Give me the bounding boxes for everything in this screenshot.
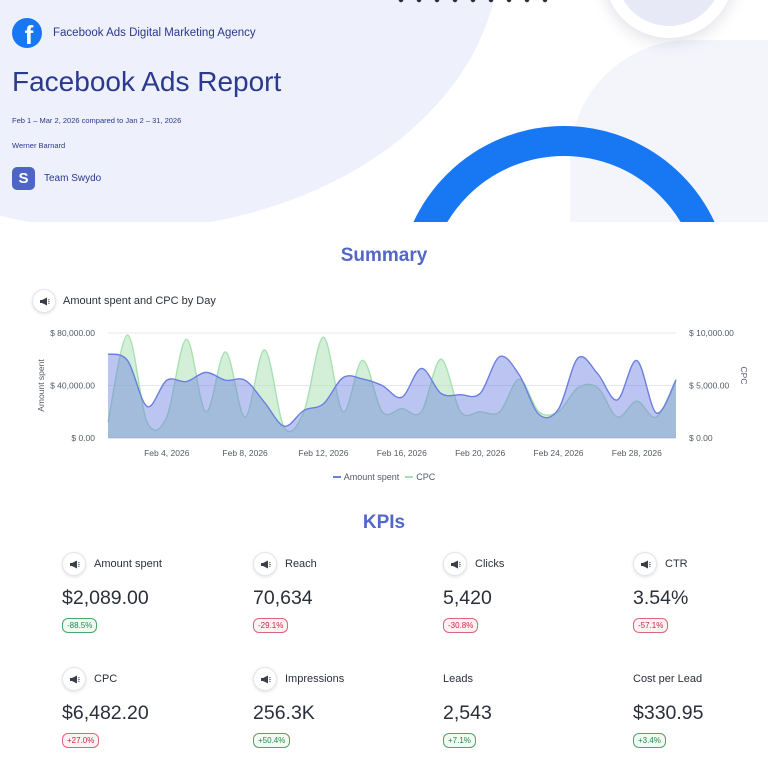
megaphone-icon — [253, 552, 277, 576]
x-tick-label: Feb 28, 2026 — [612, 448, 662, 458]
summary-section-title: Summary — [340, 245, 428, 266]
facebook-logo-icon: f — [12, 18, 42, 48]
legend-item[interactable]: CPC — [405, 472, 435, 482]
team-name: Team Swydo — [44, 173, 102, 184]
chart-legend: Amount spent CPC — [0, 472, 768, 482]
series-line-cpc — [107, 334, 677, 433]
x-tick-label: Feb 24, 2026 — [533, 448, 583, 458]
decorative-dots — [392, 0, 552, 6]
kpi-card-cpc: CPC $6,482.20 +27.0% — [62, 667, 242, 767]
report-title: Facebook Ads Report — [12, 66, 282, 97]
legend-label: CPC — [416, 472, 436, 482]
megaphone-icon — [32, 289, 56, 313]
kpi-header: CPC — [62, 667, 242, 691]
megaphone-icon — [253, 667, 277, 691]
series-area-cpc — [108, 335, 676, 438]
series-line-amount-spent — [107, 353, 677, 427]
y-tick-right: $ 0.00 — [689, 433, 713, 443]
kpi-value: 3.54% — [633, 587, 689, 609]
legend-swatch — [405, 476, 414, 478]
kpi-label: Leads — [443, 673, 473, 685]
kpi-label: Amount spent — [94, 558, 162, 570]
kpi-change-badge: -57.1% — [633, 618, 669, 633]
kpi-card-reach: Reach 70,634 -29.1% — [253, 552, 433, 652]
kpi-change-badge: -29.1% — [253, 618, 289, 633]
agency-brand: f Facebook Ads Digital Marketing Agency — [12, 18, 256, 48]
agency-name: Facebook Ads Digital Marketing Agency — [53, 27, 256, 39]
megaphone-icon — [443, 552, 467, 576]
decorative-circle — [604, 0, 734, 38]
kpi-value: $2,089.00 — [62, 587, 149, 609]
megaphone-icon — [62, 667, 86, 691]
kpi-change-badge: +27.0% — [62, 733, 100, 748]
kpi-change-badge: -88.5% — [62, 618, 98, 633]
kpi-card-cost-per-lead: Cost per Lead $330.95 +3.4% — [633, 667, 768, 767]
series-area-amount-spent — [108, 354, 676, 438]
legend-label: Amount spent — [343, 472, 400, 482]
x-tick-label: Feb 20, 2026 — [455, 448, 505, 458]
kpi-label: Reach — [285, 558, 317, 570]
team-brand: S Team Swydo — [12, 167, 101, 190]
kpi-value: $6,482.20 — [62, 702, 149, 724]
amount-spent-cpc-chart: $ 0.00 $ 40,000.00 $ 80,000.00 $ 0.00 $ 5,00… — [36, 328, 749, 458]
kpi-header: Leads — [443, 667, 623, 691]
kpi-change-badge: -30.8% — [443, 618, 479, 633]
megaphone-icon — [633, 552, 657, 576]
y-tick-right: $ 10,000.00 — [689, 328, 734, 338]
legend-swatch — [332, 476, 341, 478]
y-tick-left: $ 40,000.00 — [50, 381, 95, 391]
x-tick-label: Feb 16, 2026 — [377, 448, 427, 458]
chart-axes: $ 0.00 $ 40,000.00 $ 80,000.00 $ 0.00 $ 5,00… — [36, 328, 749, 458]
swydo-logo-icon: S — [12, 167, 35, 190]
kpi-header: Clicks — [443, 552, 623, 576]
kpi-header: Cost per Lead — [633, 667, 768, 691]
kpi-value: $330.95 — [633, 702, 704, 724]
kpi-card-impressions: Impressions 256.3K +50.4% — [253, 667, 433, 767]
x-tick-label: Feb 4, 2026 — [144, 448, 190, 458]
kpi-card-amount-spent: Amount spent $2,089.00 -88.5% — [62, 552, 242, 652]
y-axis-label-right: CPC — [739, 367, 749, 385]
legend-item[interactable]: Amount spent — [332, 472, 400, 482]
kpi-label: CPC — [94, 673, 118, 685]
kpi-label: Impressions — [285, 673, 345, 685]
y-tick-left: $ 80,000.00 — [50, 328, 95, 338]
kpi-header: CTR — [633, 552, 768, 576]
kpi-label: Clicks — [475, 558, 505, 570]
chart-title: Amount spent and CPC by Day — [63, 295, 216, 307]
kpi-value: 256.3K — [253, 702, 315, 724]
kpi-card-clicks: Clicks 5,420 -30.8% — [443, 552, 623, 652]
y-axis-label-left: Amount spent — [36, 359, 46, 412]
kpi-change-badge: +7.1% — [443, 733, 476, 748]
kpi-change-badge: +3.4% — [633, 733, 666, 748]
kpi-header: Impressions — [253, 667, 433, 691]
chart-series — [107, 334, 677, 438]
kpis-section-title: KPIs — [362, 512, 406, 533]
kpi-header: Amount spent — [62, 552, 242, 576]
kpi-change-badge: +50.4% — [253, 733, 291, 748]
x-tick-label: Feb 8, 2026 — [222, 448, 268, 458]
kpi-card-ctr: CTR 3.54% -57.1% — [633, 552, 768, 652]
y-tick-left: $ 0.00 — [71, 433, 95, 443]
megaphone-icon — [62, 552, 86, 576]
report-header: f Facebook Ads Digital Marketing Agency … — [0, 0, 768, 222]
x-tick-label: Feb 12, 2026 — [298, 448, 348, 458]
kpi-label: CTR — [665, 558, 688, 570]
author-name: Werner Barnard — [12, 141, 66, 150]
kpi-card-leads: Leads 2,543 +7.1% — [443, 667, 623, 767]
date-range: Feb 1 – Mar 2, 2026 compared to Jan 2 – … — [12, 116, 182, 125]
kpi-header: Reach — [253, 552, 433, 576]
chart-header: Amount spent and CPC by Day — [32, 289, 216, 313]
kpi-label: Cost per Lead — [633, 673, 703, 685]
y-tick-right: $ 5,000.00 — [689, 381, 729, 391]
kpi-value: 5,420 — [443, 587, 492, 609]
kpi-value: 2,543 — [443, 702, 492, 724]
kpi-value: 70,634 — [253, 587, 313, 609]
